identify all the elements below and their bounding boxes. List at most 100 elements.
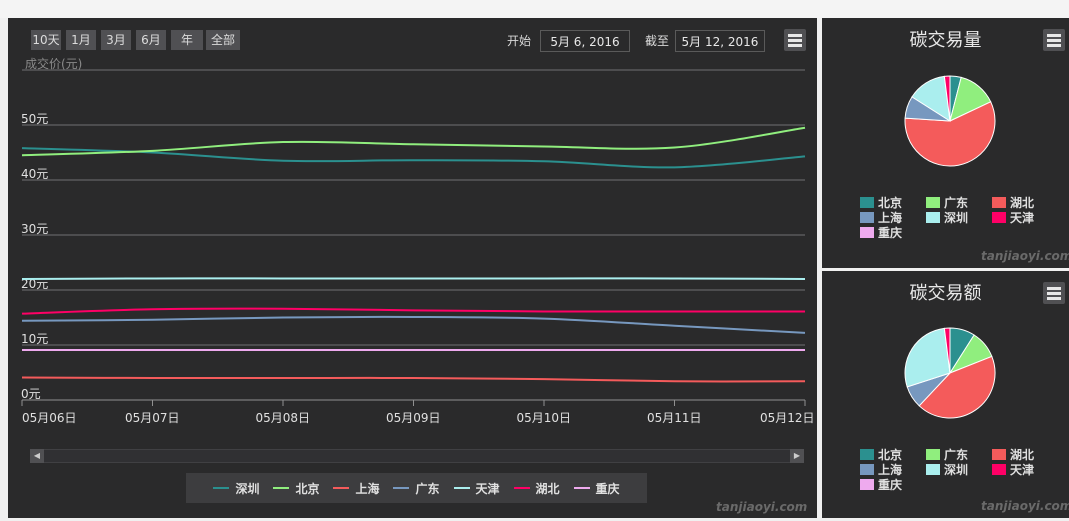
hamburger-menu-icon[interactable]: [1043, 282, 1065, 304]
x-tick-label: 05月10日: [516, 411, 572, 425]
legend-label: 上海: [355, 481, 380, 496]
legend-item[interactable]: 重庆: [573, 480, 620, 497]
range-button-all[interactable]: 全部: [206, 30, 240, 50]
series-line-广东[interactable]: [21, 315, 806, 334]
legend-swatch: [992, 212, 1006, 223]
legend-swatch: [992, 464, 1006, 475]
legend-swatch: [926, 212, 940, 223]
pie-legend-item[interactable]: 上海: [860, 461, 902, 478]
y-tick-label: 30元: [21, 222, 49, 236]
credit-text[interactable]: tanjiaoyi.com: [981, 249, 1069, 263]
pie-legend-item[interactable]: 湖北: [992, 446, 1034, 463]
legend-label: 重庆: [595, 481, 620, 496]
legend-item[interactable]: 上海: [333, 480, 379, 497]
range-button-10d[interactable]: 10天: [31, 30, 61, 50]
range-button-3m[interactable]: 3月: [101, 30, 131, 50]
legend-label: 上海: [878, 463, 903, 477]
pie-amount-title: 碳交易额: [909, 283, 982, 304]
legend-label: 深圳: [944, 211, 969, 225]
pie-legend-item[interactable]: 天津: [992, 461, 1034, 478]
legend-label: 广东: [944, 448, 969, 462]
pie-legend-item[interactable]: 上海: [860, 209, 902, 226]
pie-legend-item[interactable]: 重庆: [860, 224, 902, 241]
pie-volume-plot: [904, 75, 996, 167]
legend-line-marker: [573, 487, 590, 489]
y-axis-title: 成交价(元): [25, 57, 83, 71]
legend-label: 北京: [878, 448, 903, 462]
legend-swatch: [992, 197, 1006, 208]
pie-slice-湖北[interactable]: [904, 101, 996, 167]
arrow-right-icon[interactable]: ▶: [790, 449, 804, 463]
legend-label: 湖北: [1010, 196, 1035, 210]
x-tick-label: 05月09日: [386, 411, 441, 425]
legend-line-marker: [213, 487, 230, 489]
credit-text[interactable]: tanjiaoyi.com: [716, 500, 808, 514]
legend-swatch: [860, 464, 874, 475]
range-button-6m[interactable]: 6月: [136, 30, 166, 50]
legend-item[interactable]: 天津: [453, 480, 500, 497]
arrow-left-icon[interactable]: ◀: [30, 449, 44, 463]
x-tick-label: 05月07日: [125, 411, 180, 425]
series-line-上海[interactable]: [21, 376, 806, 383]
legend-swatch: [992, 449, 1006, 460]
legend-swatch: [926, 197, 940, 208]
legend-label: 湖北: [535, 481, 560, 496]
legend-item[interactable]: 北京: [273, 480, 319, 497]
legend-label: 广东: [944, 196, 969, 210]
pie-slice-天津[interactable]: [943, 75, 951, 122]
legend-label: 广东: [415, 481, 440, 496]
pie-legend-item[interactable]: 天津: [992, 209, 1034, 226]
legend-item[interactable]: 深圳: [213, 480, 259, 497]
pie-legend-item[interactable]: 广东: [926, 194, 968, 211]
legend-item[interactable]: 湖北: [513, 480, 560, 497]
date-from-input[interactable]: 5月 6, 2016: [540, 30, 630, 52]
hamburger-menu-icon[interactable]: [1043, 29, 1065, 51]
horizontal-scrollbar[interactable]: ◀ ▶: [30, 449, 804, 463]
pie-legend-item[interactable]: 湖北: [992, 194, 1034, 211]
hamburger-menu-icon[interactable]: [784, 29, 806, 51]
pie-slice-湖北[interactable]: [918, 355, 996, 419]
line-chart-plot: [21, 69, 806, 406]
pie-legend-item[interactable]: 北京: [860, 446, 902, 463]
legend-line-marker: [333, 487, 350, 489]
pie-slice-天津[interactable]: [943, 327, 951, 374]
legend-label: 湖北: [1010, 448, 1035, 462]
pie-legend-item[interactable]: 广东: [926, 446, 968, 463]
x-tick-label: 05月08日: [255, 411, 311, 425]
x-tick-label: 05月06日: [22, 411, 77, 425]
legend-swatch: [860, 449, 874, 460]
legend-label: 重庆: [878, 226, 903, 240]
scrollbar-thumb[interactable]: [44, 450, 790, 462]
legend-label: 重庆: [878, 478, 903, 492]
date-from-label: 开始: [507, 34, 532, 48]
legend-label: 上海: [878, 211, 903, 225]
series-line-深圳[interactable]: [21, 147, 806, 169]
series-line-天津[interactable]: [21, 277, 806, 280]
y-tick-label: 0元: [21, 387, 41, 401]
pie-volume-legend: 北京 广东 湖北上海 深圳 天津重庆: [860, 194, 1060, 241]
legend-label: 深圳: [944, 463, 969, 477]
y-tick-label: 20元: [21, 277, 49, 291]
legend-swatch: [860, 212, 874, 223]
pie-legend-item[interactable]: 重庆: [860, 476, 902, 493]
legend-swatch: [926, 464, 940, 475]
y-tick-label: 50元: [21, 112, 49, 126]
x-tick-label: 05月11日: [647, 411, 702, 425]
pie-amount-panel: 碳交易额 北京 广东 湖北上海 深圳 天津重庆 tanjiaoyi.com: [822, 271, 1069, 518]
legend-label: 深圳: [235, 481, 260, 496]
legend-item[interactable]: 广东: [393, 480, 440, 497]
range-button-1m[interactable]: 1月: [66, 30, 96, 50]
legend-swatch: [860, 227, 874, 238]
legend-line-marker: [273, 487, 290, 489]
legend-line-marker: [393, 487, 410, 489]
pie-legend-item[interactable]: 深圳: [926, 461, 968, 478]
pie-legend-item[interactable]: 北京: [860, 194, 902, 211]
series-line-北京[interactable]: [21, 126, 806, 157]
pie-legend-item[interactable]: 深圳: [926, 209, 968, 226]
range-button-year[interactable]: 年: [171, 30, 203, 50]
date-to-input[interactable]: 5月 12, 2016: [675, 30, 765, 52]
pie-slice-深圳[interactable]: [904, 327, 951, 388]
credit-text[interactable]: tanjiaoyi.com: [981, 499, 1069, 513]
series-line-湖北[interactable]: [21, 307, 805, 315]
legend-label: 北京: [295, 481, 320, 496]
